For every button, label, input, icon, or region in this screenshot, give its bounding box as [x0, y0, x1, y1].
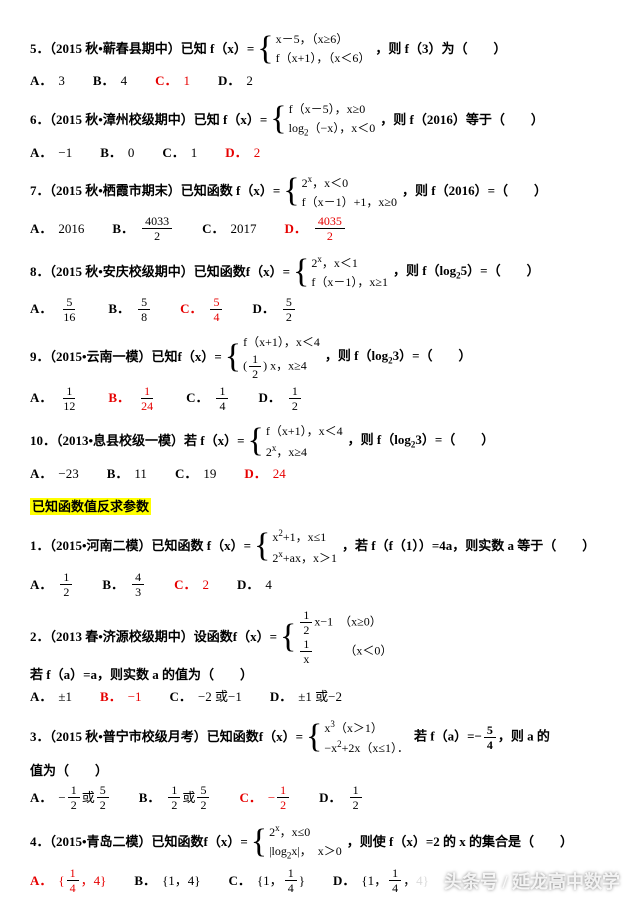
s2-q2-options: A．±1 B．−1 C．−2 或−1 D．±1 或−2 [30, 688, 610, 706]
q5-prefix: 5．（2015 秋•蕲春县期中）已知 f（x）= [30, 40, 254, 58]
q10-options: A．−23 B．11 C．19 D．24 [30, 465, 610, 483]
watermark-icon [416, 872, 436, 892]
question-8: 8．（2015 秋•安庆校级期中）已知函数f（x）= { 2x，x＜1 f（x－… [30, 252, 610, 292]
s2-question-2: 2．（2013 春•济源校级期中）设函数f（x）= { 12x−1 （x≥0） … [30, 608, 610, 684]
question-10: 10．（2013•息县校级一模）若 f（x）= { f（x+1），x＜4 2x，… [30, 422, 610, 462]
q9-options: A．112 B．124 C．14 D．12 [30, 385, 610, 412]
section-2-title: 已知函数值反求参数 [30, 498, 610, 516]
s2-q3-options: A．−12或52 B．12或52 C．−12 D．12 [30, 784, 610, 811]
s2-question-4: 4．（2015•青岛二模）已知函数f（x）= { 2x，x≤0 |log2x|，… [30, 821, 610, 863]
q5-suffix: ，则 f（3）为（ ） [375, 40, 506, 58]
q5-options: A．3 B．4 C．1 D．2 [30, 72, 610, 90]
watermark-text: 头条号 / 延龙高中数学 [444, 870, 620, 895]
q7-options: A．2016 B．40332 C．2017 D．40352 [30, 215, 610, 242]
question-9: 9．（2015•云南一模）已知f（x）= { f（x+1），x＜4 (12) x… [30, 333, 610, 381]
s2-q3-line2: 值为（ ） [30, 762, 610, 780]
question-5: 5．（2015 秋•蕲春县期中）已知 f（x）= { x－5，（x≥6） f（x… [30, 30, 610, 68]
s2-question-1: 1．（2015•河南二模）已知函数 f（x）= { x2+1，x≤1 2x+ax… [30, 526, 610, 568]
q8-options: A．516 B．58 C．54 D．52 [30, 296, 610, 323]
watermark: 头条号 / 延龙高中数学 [416, 870, 620, 895]
q6-options: A．−1 B．0 C．1 D．2 [30, 144, 610, 162]
s2-q1-options: A．12 B．43 C．2 D．4 [30, 571, 610, 598]
s2-question-3: 3．（2015 秋•普宁市校级月考）已知函数f（x）= { x3（x＞1） −x… [30, 717, 610, 759]
q5-piecewise: { x－5，（x≥6） f（x+1），（x＜6） [257, 30, 372, 68]
question-7: 7．（2015 秋•栖霞市期末）已知函数 f（x）= { 2x，x＜0 f（x－… [30, 172, 610, 212]
question-6: 6．（2015 秋•漳州校级期中）已知 f（x）= { f（x－5），x≥0 l… [30, 100, 610, 140]
